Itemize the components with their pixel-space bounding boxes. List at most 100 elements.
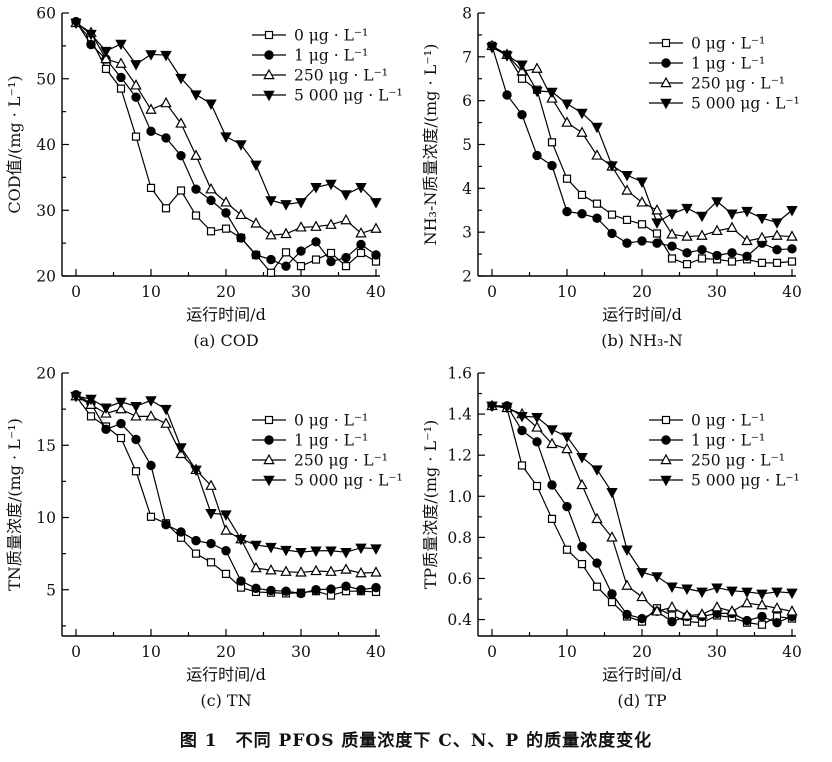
legend: 0 μg · L⁻¹ 1 μg · L⁻¹ 250 μg · L⁻¹ 5 000 μg… [649, 35, 800, 113]
triangle-up-open-marker [591, 512, 603, 524]
circle-filled-marker [742, 251, 752, 261]
triangle-down-filled-marker [726, 209, 738, 221]
triangle-down-filled-marker [576, 108, 588, 120]
triangle-down-filled-marker [130, 402, 142, 413]
square-open-marker [266, 268, 276, 277]
x-tick-label: 20 [632, 283, 652, 301]
triangle-up-open-marker [666, 600, 678, 612]
chart-tn: 0 10 20 30 40 5 10 15 20 运行时间/d TN质量浓度/(mg · L⁻¹) (… [5, 365, 403, 711]
x-tick-label: 30 [707, 643, 727, 661]
triangle-down-filled-marker [265, 542, 277, 554]
triangle-down-filled-marker [501, 402, 513, 414]
triangle-up-open-marker [295, 221, 307, 232]
x-tick-label: 0 [487, 283, 497, 301]
square-open-marker [221, 569, 231, 578]
triangle-down-filled-marker [220, 132, 232, 143]
triangle-down-filled-marker [205, 508, 217, 520]
triangle-down-filled-marker [250, 160, 262, 172]
x-tick-label: 10 [141, 643, 161, 661]
legend-label: 1 μg · L⁻¹ [691, 55, 765, 73]
square-open-marker [146, 183, 156, 192]
circle-filled-marker [206, 538, 216, 549]
triangle-up-open-marker [576, 126, 588, 137]
triangle-down-filled-marker [726, 586, 738, 598]
triangle-down-filled-marker [175, 443, 187, 454]
circle-filled-marker [116, 72, 126, 83]
square-open-marker [727, 257, 737, 266]
y-tick-label: 8 [462, 5, 472, 23]
square-open-marker [221, 224, 231, 233]
triangle-up-open-marker [561, 442, 573, 454]
triangle-up-open-marker [621, 579, 633, 590]
triangle-down-filled-marker [501, 51, 513, 62]
triangle-down-filled-marker [130, 60, 142, 71]
legend: 0 μg · L⁻¹ 1 μg · L⁻¹ 250 μg · L⁻¹ 5 000 μg… [649, 412, 800, 490]
circle-filled-marker [661, 435, 671, 445]
square-open-marker [562, 174, 572, 183]
circle-filled-marker [727, 248, 737, 258]
triangle-down-filled-marker [636, 568, 648, 579]
square-open-marker [562, 545, 572, 554]
triangle-down-filled-marker [145, 396, 157, 407]
triangle-down-filled-marker [651, 218, 663, 229]
square-open-marker [356, 248, 366, 258]
triangle-down-filled-marker [531, 412, 543, 424]
square-open-marker [787, 257, 797, 266]
circle-filled-marker [532, 437, 542, 447]
square-open-marker [86, 412, 96, 421]
triangle-up-open-marker [681, 609, 693, 620]
legend-label: 1 μg · L⁻¹ [294, 47, 368, 65]
square-open-marker [682, 260, 692, 269]
triangle-up-open-marker [265, 563, 277, 575]
triangle-up-open-marker [651, 203, 663, 215]
triangle-up-open-marker [741, 596, 753, 608]
x-tick-label: 30 [291, 283, 311, 301]
square-open-marker [757, 620, 767, 629]
square-open-marker [146, 512, 156, 521]
triangle-down-filled-marker [235, 140, 247, 151]
triangle-up-open-marker [666, 228, 678, 239]
circle-filled-marker [712, 250, 722, 261]
square-open-marker [101, 64, 111, 73]
triangle-up-open-marker [145, 410, 157, 421]
legend-label: 0 μg · L⁻¹ [294, 412, 368, 430]
square-open-marker [622, 215, 632, 224]
triangle-down-filled-marker [606, 487, 618, 499]
circle-filled-marker [266, 254, 276, 265]
tick-labels: 0 10 20 30 40 2 3 4 5 6 7 8 [462, 5, 802, 302]
triangle-up-open-marker [531, 421, 543, 432]
triangle-down-filled-marker [115, 397, 127, 409]
figure-caption: 图 1 不同 PFOS 质量浓度下 C、N、P 的质量浓度变化 [179, 731, 653, 751]
circle-filled-marker [772, 244, 782, 255]
square-open-marker [326, 248, 336, 258]
circle-filled-marker [517, 425, 527, 436]
axes [61, 373, 380, 637]
triangle-down-filled-marker [711, 583, 723, 594]
triangle-down-filled-marker [576, 453, 588, 464]
triangle-down-filled-marker [651, 572, 663, 583]
triangle-up-open-marker [726, 605, 738, 616]
circle-filled-marker [281, 586, 291, 596]
circle-filled-marker [236, 233, 246, 243]
x-tick-label: 40 [366, 283, 386, 301]
triangle-up-open-marker [263, 453, 275, 465]
square-open-marker [281, 248, 291, 257]
legend-label: 250 μg · L⁻¹ [691, 75, 785, 93]
circle-filled-marker [191, 184, 201, 194]
circle-filled-marker [206, 195, 216, 206]
triangle-up-open-marker [280, 565, 292, 576]
triangle-up-open-marker [220, 196, 232, 207]
triangle-down-filled-marker [295, 547, 307, 559]
triangle-up-open-marker [636, 590, 648, 602]
circle-filled-marker [341, 252, 351, 263]
circle-filled-marker [146, 460, 156, 471]
triangle-up-open-marker [660, 76, 672, 88]
panel-caption: (c) TN [200, 691, 251, 710]
square-open-marker [772, 258, 782, 267]
chart-cod: 0 10 20 30 40 20 30 40 50 60 运行时间/d COD值/(mg · L⁻¹)… [5, 5, 403, 351]
circle-filled-marker [607, 228, 617, 239]
y-tick-label: 1.4 [447, 406, 472, 424]
square-open-marker [264, 30, 274, 40]
x-tick-label: 30 [707, 283, 727, 301]
legend-label: 250 μg · L⁻¹ [294, 452, 388, 470]
